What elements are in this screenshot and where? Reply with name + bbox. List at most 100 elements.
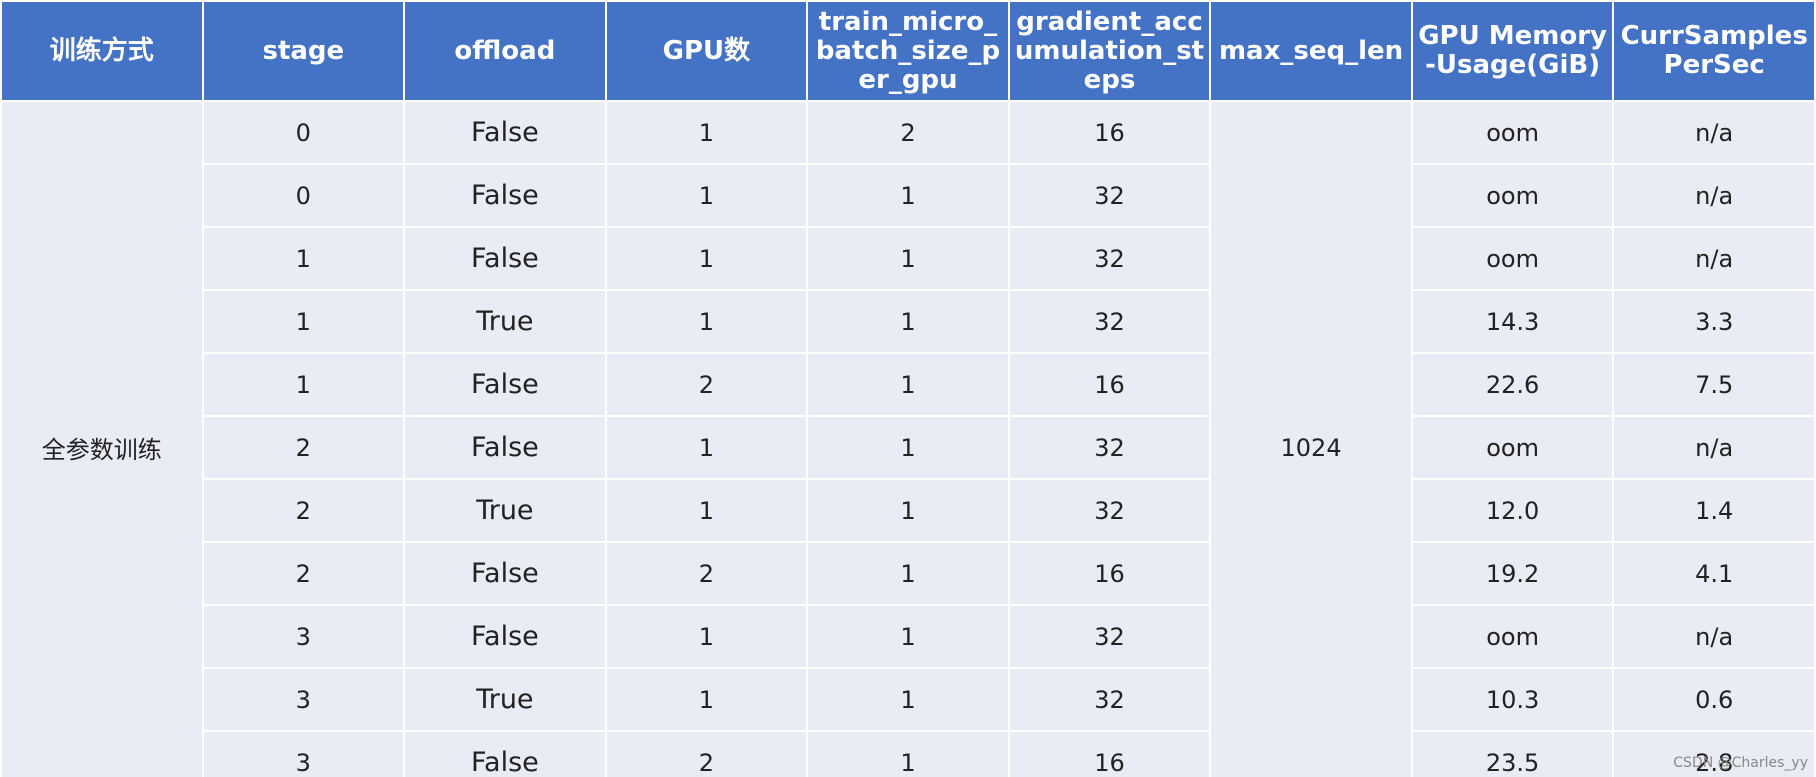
table-cell: 1 xyxy=(604,478,809,543)
table-row: 3 False 1 1 32 oom n/a xyxy=(1,604,1816,669)
table-cell: oom xyxy=(1410,415,1615,480)
header-cell: max_seq_len xyxy=(1209,0,1413,102)
method-cell: 全参数训练 xyxy=(0,100,204,777)
table-cell: True xyxy=(403,667,607,732)
table-cell: oom xyxy=(1410,604,1615,669)
table-cell: 10.3 xyxy=(1410,667,1615,732)
table-cell: 1 xyxy=(806,730,1010,777)
table-row: 0 False 1 1 32 oom n/a xyxy=(1,163,1816,228)
table-cell: 0 xyxy=(201,100,406,165)
table-cell: 1 xyxy=(201,289,406,354)
table-cell: 1 xyxy=(806,604,1010,669)
table-cell: 1 xyxy=(806,415,1010,480)
table-cell: 16 xyxy=(1007,541,1212,606)
table-row: 2 False 1 1 32 oom n/a xyxy=(1,415,1816,480)
table-cell: False xyxy=(403,730,607,777)
table-cell: n/a xyxy=(1612,604,1816,669)
table-cell: 1 xyxy=(604,289,809,354)
table-cell: True xyxy=(403,289,607,354)
table-cell: oom xyxy=(1410,226,1615,291)
table-cell: 32 xyxy=(1007,226,1212,291)
table-cell: 1 xyxy=(806,352,1010,417)
header-cell: GPU Memory-Usage(GiB) xyxy=(1410,0,1615,102)
table-cell: 16 xyxy=(1007,730,1212,777)
table-cell: 16 xyxy=(1007,352,1212,417)
table-cell: 1 xyxy=(806,226,1010,291)
table-cell: 32 xyxy=(1007,604,1212,669)
table-cell: False xyxy=(403,100,607,165)
table-row: 3 True 1 1 32 10.3 0.6 xyxy=(1,667,1816,732)
table-cell: False xyxy=(403,415,607,480)
table-cell: 19.2 xyxy=(1410,541,1615,606)
table-cell: 3 xyxy=(201,730,406,777)
table-row: 3 False 2 1 16 23.5 2.8 xyxy=(1,730,1816,777)
table-cell: 2 xyxy=(201,541,406,606)
table-row: 1 True 1 1 32 14.3 3.3 xyxy=(1,289,1816,354)
table-body: 全参数训练 0 False 1 2 16 1024 oom n/a 0 False 1 1 32 oom n/… xyxy=(0,100,1816,777)
table-cell: 3 xyxy=(201,667,406,732)
table-cell: True xyxy=(403,478,607,543)
table-cell: 1 xyxy=(604,226,809,291)
table-row: 2 True 1 1 32 12.0 1.4 xyxy=(1,478,1816,543)
table-row: 2 False 2 1 16 19.2 4.1 xyxy=(1,541,1816,606)
header-cell: 训练方式 xyxy=(0,0,204,102)
table-cell: 2 xyxy=(201,415,406,480)
header-cell: CurrSamplesPerSec xyxy=(1612,0,1816,102)
table-cell: 1 xyxy=(806,289,1010,354)
header-cell: train_micro_batch_size_per_gpu xyxy=(806,0,1010,102)
table-cell: 22.6 xyxy=(1410,352,1615,417)
header-cell: offload xyxy=(403,0,607,102)
table-cell: False xyxy=(403,541,607,606)
table-cell: oom xyxy=(1410,100,1615,165)
table-cell: n/a xyxy=(1612,100,1816,165)
table-cell: 2 xyxy=(604,541,809,606)
table-cell: 2 xyxy=(604,352,809,417)
table-cell: 32 xyxy=(1007,667,1212,732)
table-cell: 1.4 xyxy=(1612,478,1816,543)
table-cell: 32 xyxy=(1007,478,1212,543)
table-cell: n/a xyxy=(1612,163,1816,228)
table-cell: 1 xyxy=(201,352,406,417)
table-cell: 32 xyxy=(1007,415,1212,480)
table-cell: 2 xyxy=(201,478,406,543)
header-cell: GPU数 xyxy=(604,0,809,102)
header-cell: gradient_accumulation_steps xyxy=(1007,0,1212,102)
table-cell: 23.5 xyxy=(1410,730,1615,777)
table-cell: 16 xyxy=(1007,100,1212,165)
table-cell: 0.6 xyxy=(1612,667,1816,732)
table-cell: n/a xyxy=(1612,226,1816,291)
table-cell: 1 xyxy=(604,604,809,669)
watermark: CSDN @Charles_yy xyxy=(1673,755,1808,771)
table-cell: 2 xyxy=(806,100,1010,165)
table-row: 1 False 1 1 32 oom n/a xyxy=(1,226,1816,291)
table-cell: 1 xyxy=(806,478,1010,543)
table-row: 1 False 2 1 16 22.6 7.5 xyxy=(1,352,1816,417)
table-cell: 1 xyxy=(604,415,809,480)
header-row: 训练方式 stage offload GPU数 train_micro_batch_si… xyxy=(0,0,1816,102)
table-cell: 1 xyxy=(604,163,809,228)
table-cell: 1 xyxy=(806,541,1010,606)
table-cell: 2.8 xyxy=(1612,730,1816,777)
table-cell: 12.0 xyxy=(1410,478,1615,543)
table-cell: n/a xyxy=(1612,415,1816,480)
table-cell: 1 xyxy=(604,100,809,165)
table-row: 全参数训练 0 False 1 2 16 1024 oom n/a xyxy=(0,100,1816,777)
table-cell: 1 xyxy=(806,163,1010,228)
table-cell: 1 xyxy=(201,226,406,291)
table-cell: 1 xyxy=(806,667,1010,732)
header-cell: stage xyxy=(201,0,406,102)
table-cell: 4.1 xyxy=(1612,541,1816,606)
table-cell: False xyxy=(403,163,607,228)
max-seq-len-cell: 1024 xyxy=(1209,100,1413,777)
table-cell: 14.3 xyxy=(1410,289,1615,354)
table-cell: 7.5 xyxy=(1612,352,1816,417)
table-cell: False xyxy=(403,604,607,669)
table-cell: False xyxy=(403,226,607,291)
table-cell: 32 xyxy=(1007,163,1212,228)
table-cell: False xyxy=(403,352,607,417)
table-cell: 2 xyxy=(604,730,809,777)
table-cell: 3.3 xyxy=(1612,289,1816,354)
table-cell: 32 xyxy=(1007,289,1212,354)
table-cell: oom xyxy=(1410,163,1615,228)
